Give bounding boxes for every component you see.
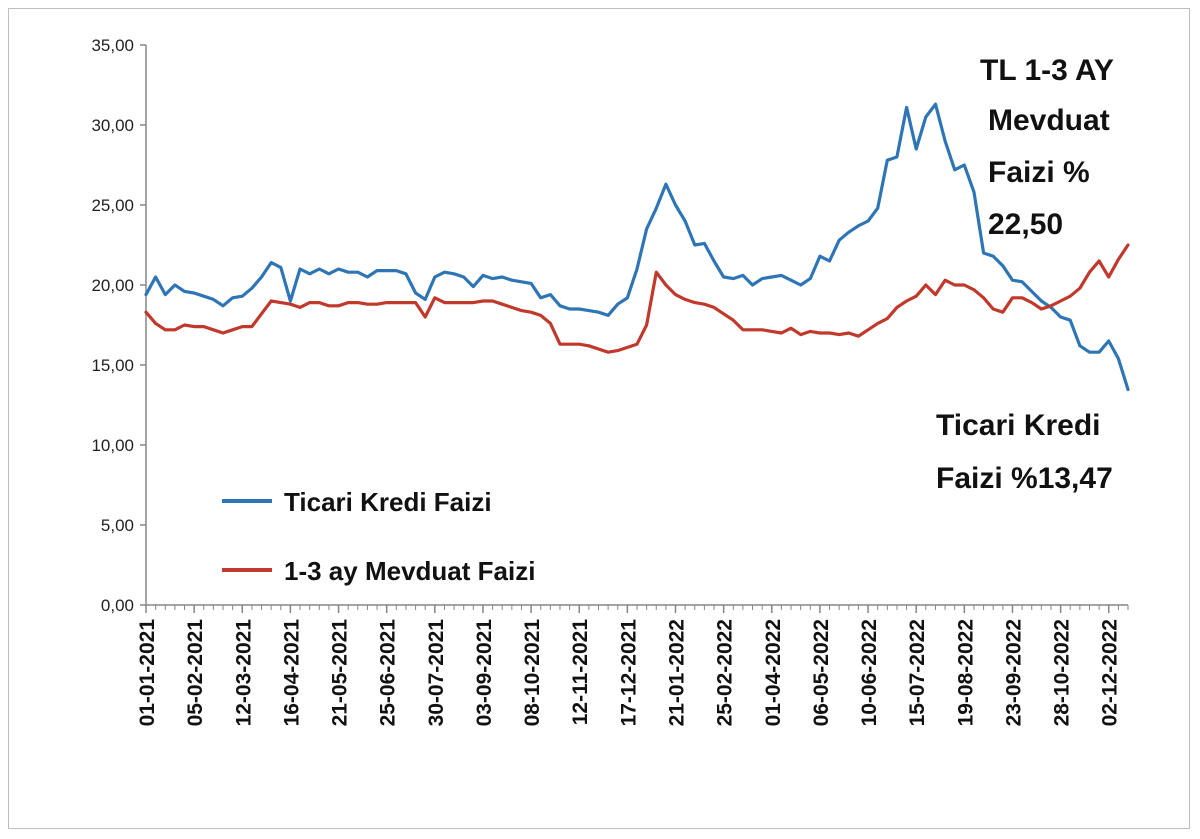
annotation-mevduat: TL 1-3 AY Mevduat Faizi % 22,50 [980,54,1114,241]
legend-label-mevduat: 1-3 ay Mevduat Faizi [284,556,535,586]
y-tick-label: 10,00 [91,436,134,455]
x-tick-label: 30-07-2021 [425,619,448,727]
x-tick-label: 05-02-2021 [184,619,207,727]
x-tick-label: 21-05-2021 [329,619,352,727]
x-tick-label: 28-10-2022 [1051,619,1074,726]
x-tick-label: 19-08-2022 [954,619,977,726]
annotation-mevduat-line-4: 22,50 [988,208,1063,241]
x-tick-label: 03-09-2021 [473,619,496,727]
x-tick-label: 12-11-2021 [569,619,592,726]
series-line-mevduat [144,243,1130,354]
chart-frame [8,8,1190,829]
annotation-ticari-line-2: Faizi %13,47 [936,462,1113,495]
y-tick-label: 15,00 [91,356,134,375]
x-tick-label: 12-03-2021 [232,619,255,727]
x-tick-label: 10-06-2022 [858,619,881,726]
y-tick-label: 30,00 [91,116,134,135]
annotation-mevduat-line-2: Mevduat [988,104,1110,137]
x-axis: 01-01-2021 05-02-2021 12-03-2021 16-04-2021… [136,604,1129,727]
x-tick-label: 25-02-2022 [714,619,737,726]
y-axis: 0,00 5,00 10,00 15,00 20,00 25,00 30,00 35,00 [91,36,147,615]
x-tick-label: 01-01-2021 [136,619,159,727]
series-line-ticari [144,102,1130,392]
x-tick-label: 08-10-2021 [521,619,544,727]
annotation-ticari-line-1: Ticari Kredi [936,409,1101,442]
x-tick-label: 23-09-2022 [1002,619,1025,726]
annotation-mevduat-line-1: TL 1-3 AY [980,54,1114,87]
x-tick-label: 06-05-2022 [810,619,833,726]
x-tick-label: 25-06-2021 [377,619,400,727]
annotation-ticari: Ticari Kredi Faizi %13,47 [936,409,1113,495]
annotation-mevduat-line-3: Faizi % [988,156,1090,189]
x-tick-label: 21-01-2022 [666,619,689,726]
x-tick-label: 15-07-2022 [906,619,929,726]
y-tick-label: 20,00 [91,276,134,295]
x-tick-label: 16-04-2021 [280,619,303,727]
legend-label-ticari: Ticari Kredi Faizi [284,487,492,517]
series-layer [144,102,1130,392]
x-tick-label: 17-12-2021 [617,619,640,727]
legend: Ticari Kredi Faizi 1-3 ay Mevduat Faizi [222,487,535,586]
y-tick-label: 5,00 [101,516,134,535]
x-tick-label: 02-12-2022 [1099,619,1122,726]
y-tick-label: 25,00 [91,196,134,215]
x-tick-label: 01-04-2022 [762,619,785,726]
y-tick-label: 0,00 [101,596,134,615]
y-tick-label: 35,00 [91,36,134,55]
